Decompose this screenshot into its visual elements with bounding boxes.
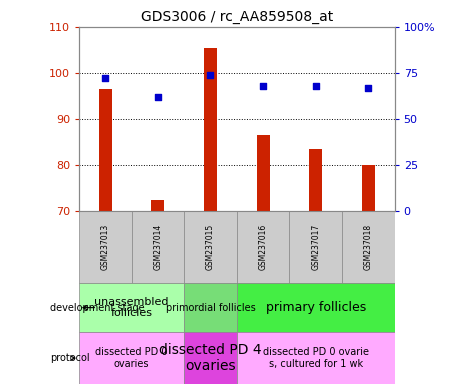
Text: GSM237014: GSM237014 xyxy=(153,224,162,270)
Text: dissected PD 0
ovaries: dissected PD 0 ovaries xyxy=(95,347,168,369)
Bar xyxy=(132,211,184,283)
Bar xyxy=(184,211,237,283)
Bar xyxy=(309,149,322,211)
Bar xyxy=(290,211,342,283)
Bar xyxy=(237,283,395,332)
Bar xyxy=(79,283,184,332)
Bar xyxy=(99,89,112,211)
Bar xyxy=(257,135,270,211)
Text: unassembled
follicles: unassembled follicles xyxy=(94,297,169,318)
Title: GDS3006 / rc_AA859508_at: GDS3006 / rc_AA859508_at xyxy=(141,10,333,25)
Text: dissected PD 4
ovaries: dissected PD 4 ovaries xyxy=(159,343,262,373)
Text: GSM237018: GSM237018 xyxy=(364,224,373,270)
Point xyxy=(154,94,161,100)
Text: primordial follicles: primordial follicles xyxy=(166,303,255,313)
Bar xyxy=(237,332,395,384)
Bar xyxy=(79,211,132,283)
Bar xyxy=(79,332,184,384)
Text: GSM237015: GSM237015 xyxy=(206,224,215,270)
Text: protocol: protocol xyxy=(50,353,90,363)
Text: development stage: development stage xyxy=(50,303,145,313)
Bar xyxy=(184,283,237,332)
Bar xyxy=(342,211,395,283)
Bar xyxy=(184,332,237,384)
Point xyxy=(101,74,109,81)
Text: GSM237016: GSM237016 xyxy=(258,224,267,270)
Bar xyxy=(151,200,165,211)
Text: dissected PD 0 ovarie
s, cultured for 1 wk: dissected PD 0 ovarie s, cultured for 1 … xyxy=(262,347,369,369)
Text: GSM237013: GSM237013 xyxy=(101,224,110,270)
Bar xyxy=(362,165,375,211)
Bar xyxy=(237,211,290,283)
Point xyxy=(312,83,319,89)
Point xyxy=(259,83,267,89)
Text: primary follicles: primary follicles xyxy=(266,301,366,314)
Point xyxy=(365,85,372,91)
Point xyxy=(207,72,214,78)
Bar xyxy=(204,48,217,211)
Text: GSM237017: GSM237017 xyxy=(311,224,320,270)
